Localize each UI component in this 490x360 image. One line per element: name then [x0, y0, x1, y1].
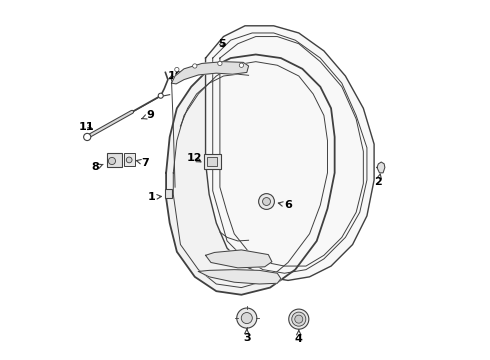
Bar — [166, 189, 172, 198]
Polygon shape — [377, 162, 385, 173]
Circle shape — [218, 61, 222, 66]
Polygon shape — [205, 250, 272, 268]
Polygon shape — [198, 270, 281, 284]
Text: 6: 6 — [278, 200, 292, 210]
Bar — [107, 153, 122, 167]
Circle shape — [241, 312, 252, 324]
Text: 12: 12 — [187, 153, 202, 163]
Text: 1: 1 — [148, 192, 161, 202]
Bar — [204, 154, 221, 169]
Circle shape — [295, 315, 303, 323]
Circle shape — [126, 157, 132, 163]
Circle shape — [175, 67, 179, 72]
Circle shape — [263, 198, 270, 206]
Polygon shape — [172, 62, 248, 84]
Text: 7: 7 — [136, 158, 149, 168]
Bar — [124, 153, 135, 166]
Text: 10: 10 — [168, 71, 183, 81]
Circle shape — [237, 308, 257, 328]
Bar — [207, 157, 218, 166]
Text: 11: 11 — [79, 122, 94, 132]
Circle shape — [108, 157, 116, 165]
Text: 8: 8 — [91, 162, 103, 172]
Circle shape — [289, 309, 309, 329]
Text: 9: 9 — [142, 111, 154, 121]
Circle shape — [292, 312, 306, 326]
Polygon shape — [166, 54, 335, 295]
Circle shape — [158, 93, 163, 98]
Text: 4: 4 — [295, 329, 303, 343]
Text: 5: 5 — [218, 39, 225, 49]
Circle shape — [239, 63, 244, 67]
Text: 3: 3 — [243, 329, 250, 343]
Circle shape — [259, 194, 274, 210]
Circle shape — [84, 134, 91, 140]
Polygon shape — [205, 26, 374, 280]
Text: 2: 2 — [374, 174, 382, 187]
Circle shape — [193, 64, 197, 68]
